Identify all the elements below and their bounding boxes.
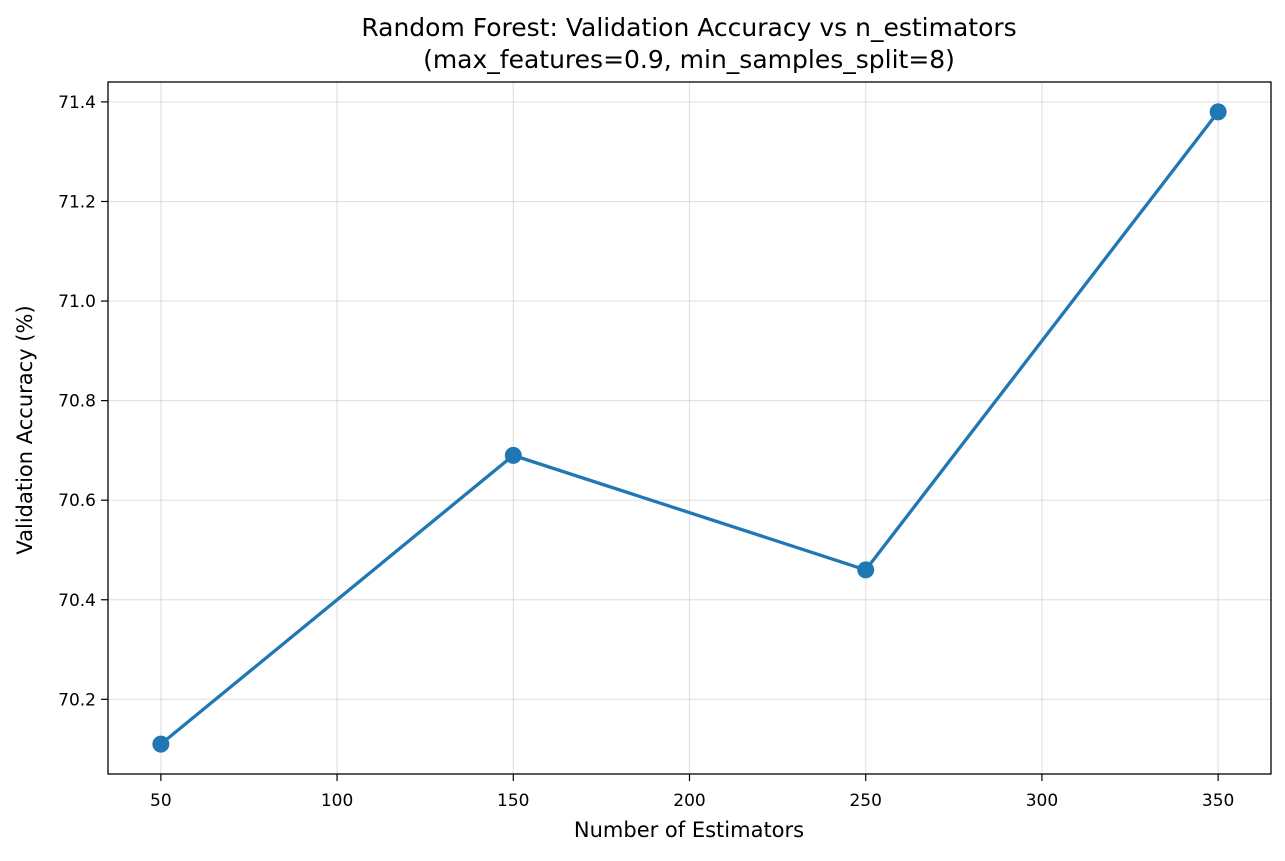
- axis-ticks: 50 100 150 200 250 300 350 70.2 70.4 70.6 70.8 71.0…: [58, 93, 1234, 811]
- grid-lines: [108, 82, 1271, 774]
- x-tick-label: 350: [1202, 791, 1234, 811]
- x-tick-label: 300: [1026, 791, 1058, 811]
- y-tick-label: 71.0: [58, 292, 96, 312]
- x-tick-label: 50: [150, 791, 172, 811]
- chart-title: Random Forest: Validation Accuracy vs n_…: [361, 13, 1016, 42]
- y-tick-label: 70.2: [58, 690, 96, 710]
- y-tick-label: 71.2: [58, 192, 96, 212]
- y-tick-label: 70.8: [58, 392, 96, 412]
- data-point: [857, 561, 875, 579]
- data-point: [504, 446, 522, 464]
- x-tick-label: 200: [673, 791, 705, 811]
- y-axis-label: Validation Accuracy (%): [13, 305, 37, 554]
- x-tick-label: 100: [321, 791, 353, 811]
- data-series: [152, 103, 1227, 753]
- x-axis-label: Number of Estimators: [574, 818, 804, 842]
- x-tick-label: 150: [497, 791, 529, 811]
- y-tick-label: 70.4: [58, 591, 96, 611]
- data-point: [1209, 103, 1227, 121]
- series-line: [159, 110, 1220, 746]
- x-tick-label: 250: [849, 791, 881, 811]
- y-tick-label: 70.6: [58, 491, 96, 511]
- data-point: [152, 735, 170, 753]
- y-tick-label: 71.4: [58, 93, 96, 113]
- chart-subtitle: (max_features=0.9, min_samples_split=8): [423, 45, 955, 74]
